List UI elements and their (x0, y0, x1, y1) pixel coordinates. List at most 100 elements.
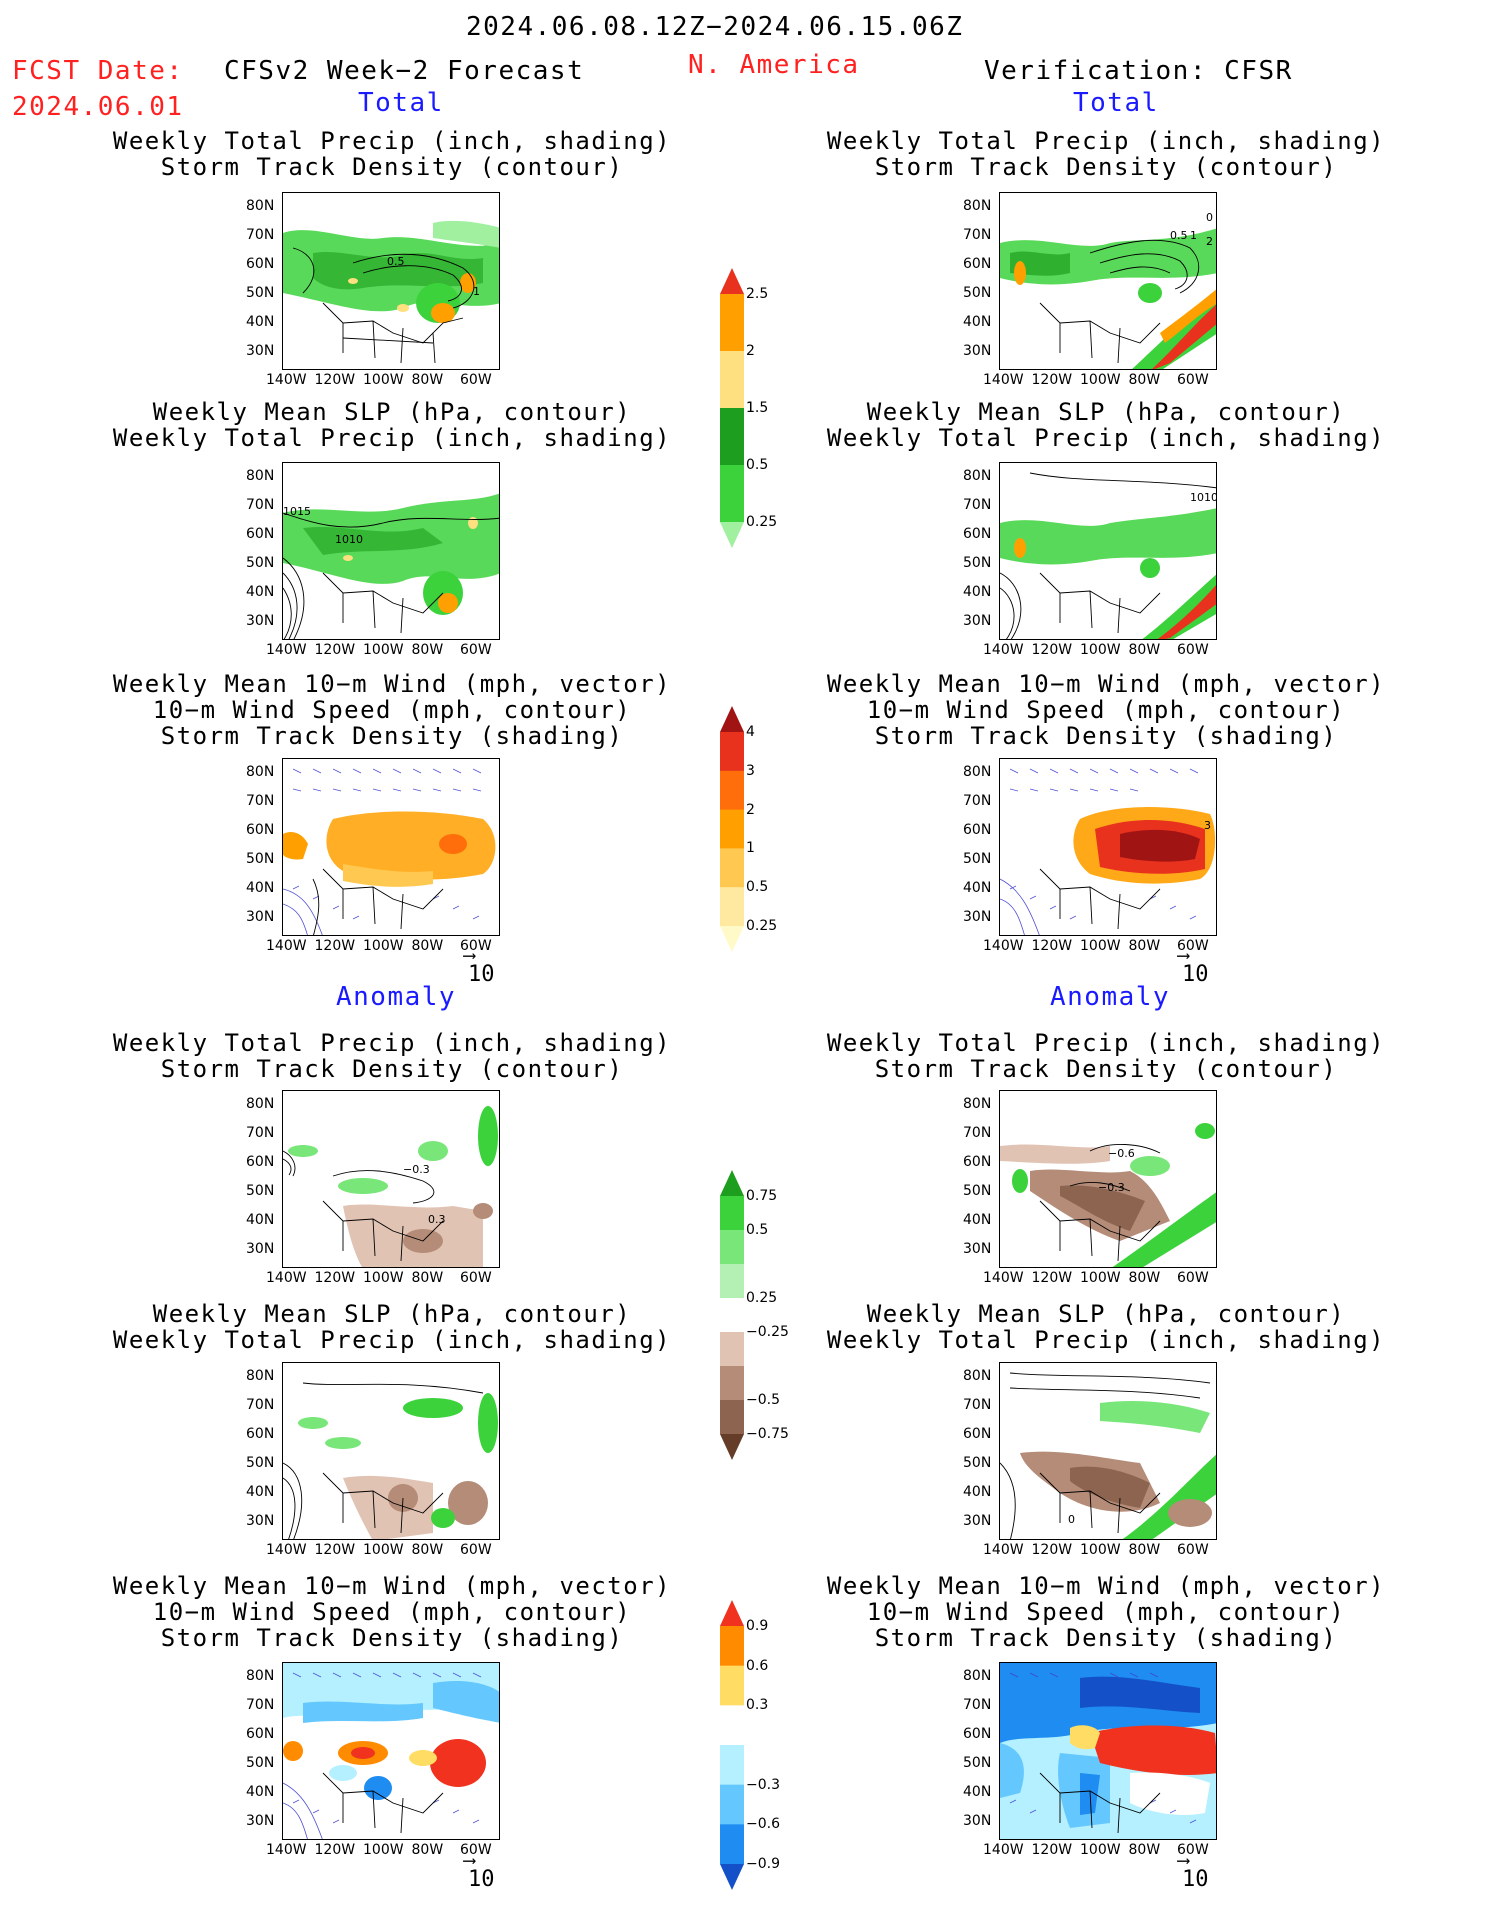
vector-ref-value: 10 (468, 962, 495, 987)
title-line: Weekly Mean SLP (hPa, contour) (866, 1300, 1346, 1328)
lon-label: 140W (983, 1270, 1024, 1286)
colorbar-segment (720, 351, 744, 409)
colorbar-canvas (720, 1600, 744, 1890)
title-obs-slp-precip: Weekly Mean SLP (hPa, contour) Weekly To… (806, 399, 1406, 451)
map-canvas (283, 1363, 499, 1539)
title-line: Weekly Total Precip (inch, shading) (826, 1029, 1386, 1057)
title-line: Weekly Mean 10−m Wind (mph, vector) (826, 670, 1386, 698)
title-obs-anom-wind-track: Weekly Mean 10−m Wind (mph, vector) 10−m… (806, 1573, 1406, 1651)
colorbar-label: 0.5 (746, 879, 769, 896)
lon-label: 120W (1031, 1842, 1073, 1858)
lat-label: 30N (246, 343, 275, 359)
map-obs-precip-track: 0.5 1 2 0 (999, 192, 1217, 370)
colorbar-label: 2.5 (746, 286, 769, 302)
lat-label: 60N (963, 1154, 992, 1170)
lat-label: 70N (246, 497, 275, 513)
lat-label: 80N (963, 1096, 992, 1112)
section-total-right: Total (1073, 88, 1159, 118)
map-canvas: 0.5 1 (283, 193, 499, 369)
colorbar-label: 3 (746, 762, 755, 779)
lat-label: 70N (963, 497, 992, 513)
map-obs-wind-track: 3 (999, 758, 1217, 936)
colorbar-label: −0.5 (746, 1392, 780, 1408)
colorbar-label: −0.3 (746, 1776, 780, 1793)
map-canvas: 0 (1000, 1363, 1216, 1539)
title-line: Storm Track Density (contour) (874, 153, 1338, 181)
lat-label: 40N (246, 1212, 275, 1228)
contour-label: 1010 (1190, 491, 1217, 504)
lon-label: 120W (314, 1270, 356, 1286)
lat-label: 30N (963, 909, 992, 925)
contour-label: 2 (1206, 235, 1213, 248)
lon-label: 60W (460, 1542, 492, 1558)
title-line: Weekly Mean SLP (hPa, contour) (152, 1300, 632, 1328)
colorbar-label: 0.6 (746, 1657, 769, 1674)
lon-label: 80W (1128, 372, 1161, 388)
lat-label: 30N (246, 1241, 275, 1257)
lat-label: 40N (246, 584, 275, 600)
lon-label: 100W (1080, 938, 1121, 954)
lon-label: 80W (1128, 1842, 1161, 1858)
title-line: 10−m Wind Speed (mph, contour) (866, 1598, 1346, 1626)
title-fcst-anom-precip-track: Weekly Total Precip (inch, shading) Stor… (92, 1030, 692, 1082)
lat-label: 60N (246, 256, 275, 272)
date-range-title: 2024.06.08.12Z−2024.06.15.06Z (466, 12, 964, 42)
map-obs-anom-slp-precip: 0 (999, 1362, 1217, 1540)
title-obs-precip-track: Weekly Total Precip (inch, shading) Stor… (806, 128, 1406, 180)
lon-label: 120W (1031, 1542, 1073, 1558)
lat-label: 70N (963, 1697, 992, 1713)
contour-label: 0 (1068, 1513, 1075, 1526)
lat-label: 50N (246, 1455, 275, 1471)
colorbar-segment (720, 1705, 744, 1746)
colorbar-segment (720, 268, 744, 294)
vector-ref-obs-total: ⟶ 10 (1178, 947, 1209, 988)
map-canvas: 1015 1010 (283, 463, 499, 639)
lat-label: 60N (246, 822, 275, 838)
title-line: Weekly Total Precip (inch, shading) (826, 127, 1386, 155)
lon-label: 140W (266, 1842, 307, 1858)
colorbar-label: 1 (746, 840, 755, 857)
contour-label: 1 (1190, 229, 1197, 242)
vector-ref-obs-anom: ⟶ 10 (1178, 1852, 1209, 1893)
lat-label: 80N (246, 1368, 275, 1384)
map-fcst-anom-precip-track: −0.3 0.3 (282, 1090, 500, 1268)
lon-label: 60W (1177, 1270, 1209, 1286)
lon-label: 100W (363, 372, 404, 388)
title-fcst-anom-slp-precip: Weekly Mean SLP (hPa, contour) Weekly To… (92, 1301, 692, 1353)
lon-label: 60W (1177, 1842, 1209, 1858)
title-line: Weekly Mean SLP (hPa, contour) (152, 398, 632, 426)
title-line: Storm Track Density (shading) (160, 1624, 624, 1652)
lon-label: 120W (1031, 1270, 1073, 1286)
lat-label: 70N (246, 1397, 275, 1413)
title-line: Weekly Total Precip (inch, shading) (112, 127, 672, 155)
lat-label: 30N (963, 1513, 992, 1529)
lat-label: 30N (963, 1813, 992, 1829)
map-obs-anom-wind-track (999, 1662, 1217, 1840)
lat-label: 80N (246, 198, 275, 214)
lat-label: 30N (963, 1241, 992, 1257)
lat-label: 60N (963, 1426, 992, 1442)
title-obs-anom-precip-track: Weekly Total Precip (inch, shading) Stor… (806, 1030, 1406, 1082)
colorbar-canvas (720, 706, 744, 952)
title-obs-wind-track: Weekly Mean 10−m Wind (mph, vector) 10−m… (806, 671, 1406, 749)
lon-label: 120W (314, 1842, 356, 1858)
lon-label: 140W (266, 938, 307, 954)
lon-label: 60W (460, 1270, 492, 1286)
lat-label: 70N (246, 227, 275, 243)
lon-label: 120W (314, 372, 356, 388)
lat-label: 30N (246, 909, 275, 925)
colorbar-canvas (720, 1170, 744, 1460)
lat-label: 40N (963, 1784, 992, 1800)
title-line: 10−m Wind Speed (mph, contour) (866, 696, 1346, 724)
map-fcst-anom-slp-precip (282, 1362, 500, 1540)
lon-label: 60W (1177, 372, 1209, 388)
lon-label: 120W (1031, 372, 1073, 388)
lat-label: 50N (963, 1183, 992, 1199)
title-line: Storm Track Density (contour) (160, 1055, 624, 1083)
title-line: Storm Track Density (contour) (160, 153, 624, 181)
map-fcst-slp-precip: 1015 1010 (282, 462, 500, 640)
colorbar-label: 0.25 (746, 918, 778, 934)
title-line: Storm Track Density (shading) (160, 722, 624, 750)
lat-label: 60N (963, 1726, 992, 1742)
lon-label: 140W (983, 372, 1024, 388)
